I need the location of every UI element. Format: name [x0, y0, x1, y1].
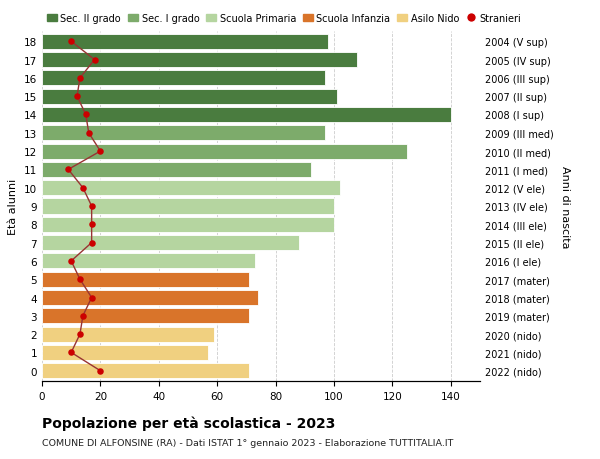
- Bar: [42, 90, 337, 105]
- Bar: [42, 217, 334, 232]
- Text: Popolazione per età scolastica - 2023: Popolazione per età scolastica - 2023: [42, 415, 335, 430]
- Point: [87, 203, 97, 210]
- Y-axis label: Anni di nascita: Anni di nascita: [560, 165, 570, 248]
- Point: [81, 112, 91, 119]
- Bar: [42, 126, 325, 141]
- Bar: [42, 327, 214, 342]
- Point: [75, 276, 85, 283]
- Point: [64, 166, 73, 174]
- Point: [87, 294, 97, 302]
- Point: [90, 57, 100, 64]
- Bar: [42, 345, 208, 360]
- Point: [87, 221, 97, 229]
- Point: [87, 240, 97, 247]
- Legend: Sec. II grado, Sec. I grado, Scuola Primaria, Scuola Infanzia, Asilo Nido, Stran: Sec. II grado, Sec. I grado, Scuola Prim…: [47, 14, 521, 24]
- Bar: [42, 53, 358, 68]
- Bar: [42, 272, 250, 287]
- Bar: [42, 35, 328, 50]
- Point: [78, 185, 88, 192]
- Bar: [42, 181, 340, 196]
- Bar: [42, 144, 407, 159]
- Point: [95, 148, 105, 156]
- Point: [75, 331, 85, 338]
- Bar: [42, 199, 334, 214]
- Bar: [42, 235, 299, 251]
- Point: [72, 93, 82, 101]
- Bar: [42, 71, 325, 86]
- Point: [67, 349, 76, 356]
- Point: [67, 39, 76, 46]
- Point: [84, 130, 94, 137]
- Point: [67, 257, 76, 265]
- Bar: [42, 308, 250, 324]
- Bar: [42, 364, 250, 378]
- Point: [75, 75, 85, 82]
- Bar: [42, 108, 451, 123]
- Y-axis label: Età alunni: Età alunni: [8, 179, 19, 235]
- Bar: [42, 254, 255, 269]
- Point: [95, 367, 105, 375]
- Bar: [42, 291, 258, 305]
- Point: [78, 313, 88, 320]
- Bar: [42, 162, 311, 178]
- Text: COMUNE DI ALFONSINE (RA) - Dati ISTAT 1° gennaio 2023 - Elaborazione TUTTITALIA.: COMUNE DI ALFONSINE (RA) - Dati ISTAT 1°…: [42, 438, 454, 448]
